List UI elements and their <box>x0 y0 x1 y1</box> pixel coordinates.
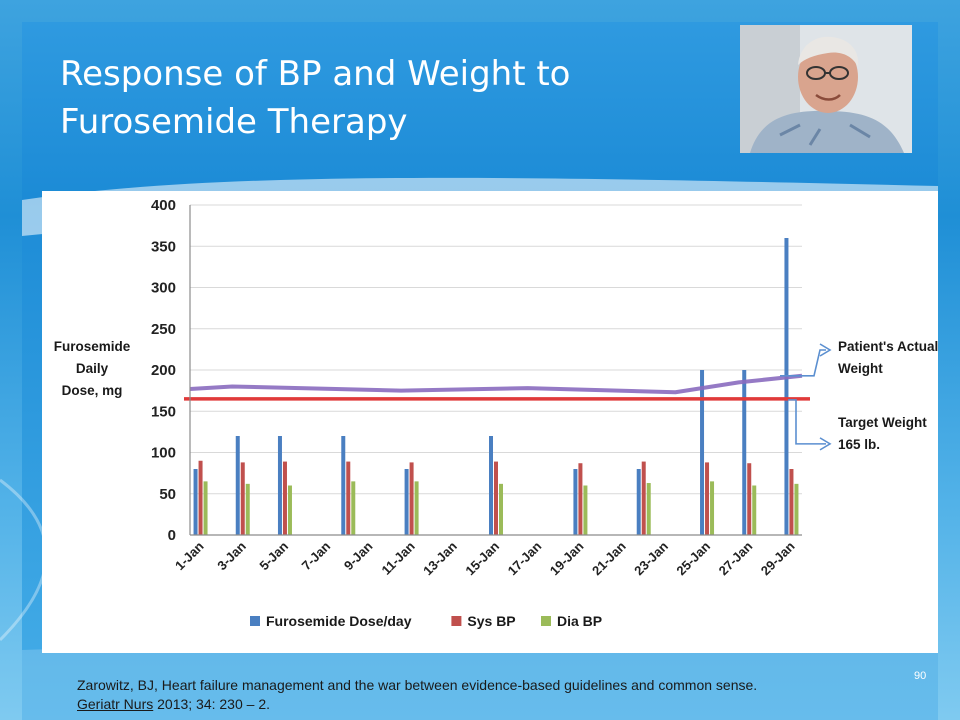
x-tick-label: 15-Jan <box>462 538 502 578</box>
bar-dia-bp <box>794 483 799 535</box>
y-axis-label: Dose, mg <box>62 383 123 398</box>
y-tick-label: 350 <box>151 238 176 255</box>
bar-sys-bp <box>789 469 794 535</box>
bar-sys-bp <box>747 463 752 535</box>
actual-weight-arrow <box>780 349 826 377</box>
bar-furosemide-dose-day <box>489 436 493 535</box>
bar-dia-bp <box>351 481 356 535</box>
x-tick-label: 7-Jan <box>299 538 334 573</box>
x-tick-label: 25-Jan <box>673 538 713 578</box>
bar-furosemide-dose-day <box>235 436 240 535</box>
legend-swatch <box>541 616 551 626</box>
y-tick-label: 300 <box>151 280 176 297</box>
bar-furosemide-dose-day <box>742 370 747 535</box>
actual-weight-arrowhead <box>819 343 832 357</box>
chart: 0 50 100 150 200 250 300 350 400 1-Jan 3-Jan 5-Jan 7… <box>54 197 938 629</box>
bar-sys-bp <box>578 463 583 535</box>
citation: Zarowitz, BJ, Heart failure management a… <box>77 676 777 714</box>
y-tick-label: 100 <box>151 445 176 462</box>
bar-dia-bp <box>646 483 651 535</box>
citation-text-before: Zarowitz, BJ, Heart failure management a… <box>77 677 758 693</box>
chart-panel: 0 50 100 150 200 250 300 350 400 1-Jan 3-Jan 5-Jan 7… <box>42 191 938 653</box>
y-tick-label: 250 <box>151 321 176 338</box>
x-tick-label: 17-Jan <box>505 538 545 578</box>
bar-furosemide-dose-day <box>193 469 198 535</box>
y-axis-label: Daily <box>76 361 109 376</box>
x-tick-label: 9-Jan <box>341 538 376 573</box>
y-tick-label: 50 <box>159 486 176 503</box>
page-number: 90 <box>914 670 927 682</box>
bar-furosemide-dose-day <box>700 370 705 535</box>
citation-journal: Geriatr Nurs <box>77 696 154 712</box>
bar-sys-bp <box>409 462 414 535</box>
x-tick-label: 27-Jan <box>716 538 756 578</box>
x-tick-label: 5-Jan <box>256 538 291 573</box>
bar-sys-bp <box>282 461 287 535</box>
bar-furosemide-dose-day <box>277 436 282 535</box>
x-tick-label: 3-Jan <box>214 538 249 573</box>
x-tick-label: 29-Jan <box>758 538 798 578</box>
bar-dia-bp <box>287 485 292 535</box>
annotation-label: 165 lb. <box>838 437 880 452</box>
bar-sys-bp <box>198 460 203 535</box>
bar-sys-bp <box>705 462 710 535</box>
bar-sys-bp <box>641 461 646 535</box>
bar-dia-bp <box>414 481 419 535</box>
bar-dia-bp <box>710 481 715 535</box>
bar-dia-bp <box>203 481 208 535</box>
target-weight-arrow <box>788 399 826 445</box>
y-axis-label: Furosemide <box>54 339 131 354</box>
bar-dia-bp <box>499 483 503 535</box>
legend-label: Sys BP <box>467 613 515 629</box>
bar-sys-bp <box>346 461 351 535</box>
x-tick-label: 13-Jan <box>420 538 460 578</box>
y-tick-label: 0 <box>168 527 176 544</box>
y-tick-label: 400 <box>151 197 176 214</box>
bar-sys-bp <box>494 461 498 535</box>
y-tick-label: 150 <box>151 403 176 420</box>
annotation-label: Patient's Actual <box>838 339 938 354</box>
x-tick-label: 19-Jan <box>547 538 587 578</box>
slide-title: Response of BP and Weight to Furosemide … <box>60 54 571 142</box>
bar-furosemide-dose-day <box>636 469 641 535</box>
x-tick-label: 23-Jan <box>631 538 671 578</box>
actual-weight-line <box>189 373 803 395</box>
x-tick-label: 11-Jan <box>378 538 417 577</box>
legend-label: Dia BP <box>557 613 602 629</box>
legend-label: Furosemide Dose/day <box>266 613 412 629</box>
bar-furosemide-dose-day <box>573 469 578 535</box>
annotation-label: Weight <box>838 361 883 376</box>
x-tick-label: 1-Jan <box>172 538 207 573</box>
bar-dia-bp <box>583 485 588 535</box>
patient-photo-icon <box>740 25 912 153</box>
legend-swatch <box>451 616 462 626</box>
bar-furosemide-dose-day <box>784 238 789 535</box>
legend-swatch <box>250 616 260 626</box>
bar-furosemide-dose-day <box>341 436 346 535</box>
bar-sys-bp <box>240 462 245 535</box>
y-tick-label: 200 <box>151 362 176 379</box>
bar-furosemide-dose-day <box>404 469 409 535</box>
citation-text-after: 2013; 34: 230 – 2. <box>153 696 270 712</box>
bar-dia-bp <box>245 483 250 535</box>
bar-dia-bp <box>752 485 757 535</box>
annotation-label: Target Weight <box>838 415 927 430</box>
target-weight-arrowhead <box>819 437 832 451</box>
x-tick-label: 21-Jan <box>589 538 629 578</box>
